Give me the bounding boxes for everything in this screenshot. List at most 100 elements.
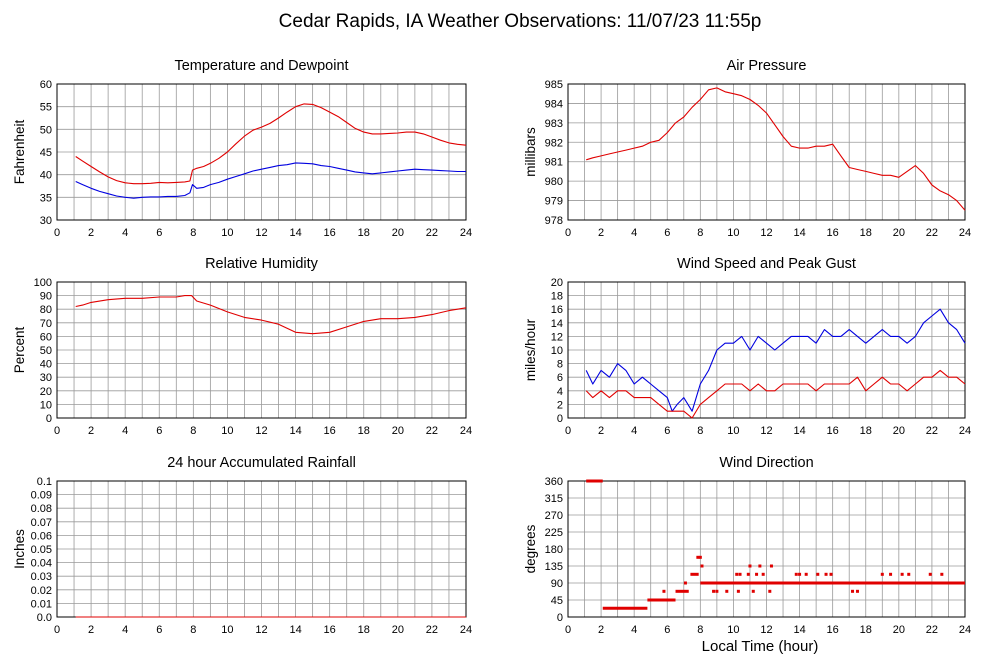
plot-frame [567, 480, 966, 618]
x-tick-label: 14 [793, 425, 805, 437]
x-tick-label: 14 [289, 227, 301, 239]
direction-point [769, 564, 773, 568]
y-tick-label: 55 [40, 102, 52, 114]
panel-title: Wind Speed and Peak Gust [677, 256, 856, 272]
x-tick-label: 18 [860, 425, 872, 437]
x-tick-label: 6 [664, 227, 670, 239]
y-axis-label: Inches [12, 529, 27, 569]
series-line-1 [75, 103, 467, 185]
direction-point [746, 572, 750, 576]
x-tick-label: 6 [156, 227, 162, 239]
x-tick-label: 22 [926, 425, 938, 437]
direction-point [755, 572, 759, 576]
x-tick-label: 24 [460, 624, 472, 636]
x-tick-label: 0 [565, 227, 571, 239]
direction-point [715, 589, 719, 593]
x-tick-label: 18 [358, 227, 370, 239]
x-tick-label: 4 [631, 425, 637, 437]
direction-point [751, 589, 755, 593]
y-tick-label: 16 [551, 304, 563, 316]
x-tick-label: 14 [793, 227, 805, 239]
panel-title: Wind Direction [719, 455, 813, 471]
x-tick-label: 22 [926, 624, 938, 636]
y-tick-label: 30 [40, 215, 52, 227]
series-line-1 [585, 308, 966, 412]
y-axis-label: Percent [12, 326, 27, 373]
y-tick-label: 978 [545, 215, 563, 227]
y-tick-label: 985 [545, 79, 563, 91]
x-tick-label: 20 [392, 425, 404, 437]
y-tick-label: 0 [46, 413, 52, 425]
x-tick-label: 4 [631, 227, 637, 239]
x-tick-label: 10 [221, 624, 233, 636]
y-tick-label: 315 [545, 493, 563, 505]
x-tick-label: 10 [221, 227, 233, 239]
direction-point [824, 572, 828, 576]
plot-frame [56, 281, 467, 419]
y-tick-label: 35 [40, 192, 52, 204]
y-tick-label: 0 [557, 413, 563, 425]
y-axis-label: Fahrenheit [12, 119, 27, 184]
x-tick-label: 0 [54, 227, 60, 239]
y-tick-label: 70 [40, 318, 52, 330]
x-tick-label: 12 [760, 425, 772, 437]
y-tick-label: 180 [545, 544, 563, 556]
y-tick-label: 983 [545, 118, 563, 130]
x-tick-label: 16 [827, 227, 839, 239]
direction-point [900, 572, 904, 576]
series-line-1 [586, 87, 966, 211]
x-tick-label: 4 [631, 624, 637, 636]
y-tick-label: 0.08 [31, 503, 52, 515]
y-tick-label: 90 [551, 578, 563, 590]
plot-frame [56, 83, 467, 221]
x-tick-label: 6 [156, 425, 162, 437]
y-tick-label: 982 [545, 137, 563, 149]
direction-point [698, 555, 702, 559]
x-tick-label: 2 [88, 227, 94, 239]
y-tick-label: 0.01 [31, 598, 52, 610]
x-tick-label: 18 [358, 425, 370, 437]
direction-point [748, 564, 752, 568]
y-tick-label: 0 [557, 612, 563, 624]
direction-point [829, 572, 833, 576]
direction-point [907, 572, 911, 576]
direction-point [928, 572, 932, 576]
direction-point [696, 555, 700, 559]
y-tick-label: 20 [551, 277, 563, 289]
y-tick-label: 0.05 [31, 544, 52, 556]
x-tick-label: 2 [598, 425, 604, 437]
x-tick-label: 22 [426, 624, 438, 636]
y-tick-label: 80 [40, 304, 52, 316]
y-tick-label: 0.1 [37, 476, 52, 488]
direction-point [758, 564, 762, 568]
direction-point [712, 589, 716, 593]
y-tick-label: 980 [545, 176, 563, 188]
x-tick-label: 22 [426, 425, 438, 437]
x-tick-label: 2 [88, 624, 94, 636]
y-tick-label: 0.09 [31, 490, 52, 502]
y-tick-label: 4 [557, 386, 563, 398]
x-tick-label: 4 [122, 425, 128, 437]
direction-point [798, 572, 802, 576]
x-tick-label: 6 [664, 425, 670, 437]
x-tick-label: 16 [324, 425, 336, 437]
y-tick-label: 10 [551, 345, 563, 357]
x-tick-label: 20 [392, 227, 404, 239]
chart-panel-5: 0.0 0.010.02 0.030.04 0.05 0.060.07 0.080.09 0… [12, 455, 472, 636]
x-tick-label: 8 [697, 624, 703, 636]
x-tick-label: 10 [221, 425, 233, 437]
direction-point [735, 572, 739, 576]
direction-point [940, 572, 944, 576]
x-tick-label: 20 [893, 425, 905, 437]
y-tick-label: 225 [545, 527, 563, 539]
y-tick-label: 984 [545, 98, 563, 110]
y-tick-label: 981 [545, 157, 563, 169]
x-tick-label: 4 [122, 624, 128, 636]
y-tick-label: 8 [557, 359, 563, 371]
x-tick-label: 18 [358, 624, 370, 636]
direction-point [662, 589, 666, 593]
